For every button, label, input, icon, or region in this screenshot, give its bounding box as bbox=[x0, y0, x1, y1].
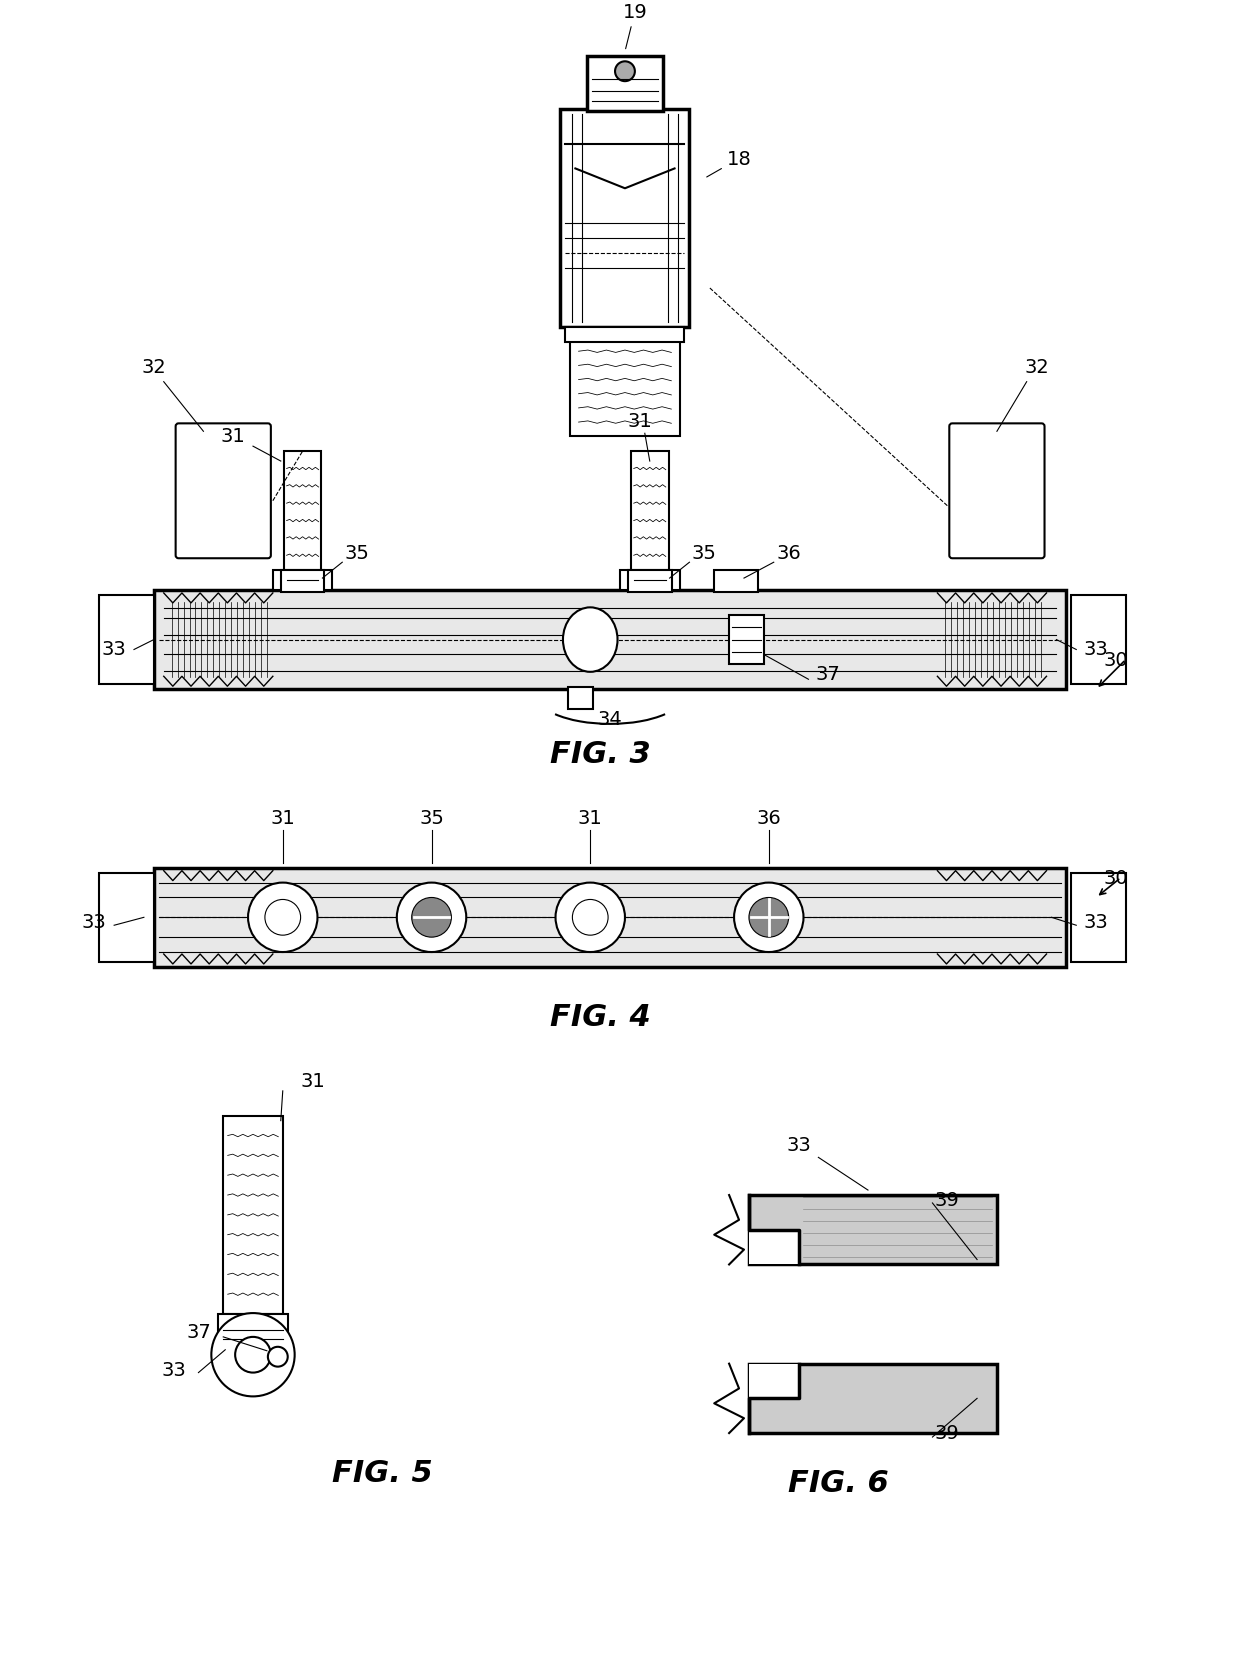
Bar bbox=[1071, 874, 1126, 962]
Text: FIG. 4: FIG. 4 bbox=[549, 1002, 651, 1032]
Bar bbox=[729, 616, 764, 666]
Text: 30: 30 bbox=[1104, 869, 1128, 887]
Bar bbox=[1071, 596, 1126, 686]
Circle shape bbox=[556, 884, 625, 952]
Text: 19: 19 bbox=[622, 3, 647, 50]
Bar bbox=[631, 453, 668, 591]
Bar bbox=[749, 1364, 997, 1433]
Text: 33: 33 bbox=[1084, 641, 1109, 659]
Text: 31: 31 bbox=[221, 428, 246, 446]
Circle shape bbox=[749, 899, 789, 937]
Circle shape bbox=[268, 1346, 288, 1366]
Text: 36: 36 bbox=[756, 809, 781, 827]
FancyBboxPatch shape bbox=[950, 424, 1044, 559]
Text: 34: 34 bbox=[598, 709, 622, 729]
Circle shape bbox=[248, 884, 317, 952]
Circle shape bbox=[397, 884, 466, 952]
Text: FIG. 5: FIG. 5 bbox=[331, 1458, 433, 1488]
Text: 39: 39 bbox=[935, 1423, 960, 1443]
Bar bbox=[620, 571, 680, 591]
Text: 37: 37 bbox=[186, 1323, 211, 1341]
Bar bbox=[273, 571, 332, 591]
Bar bbox=[280, 571, 325, 592]
Text: 32: 32 bbox=[1024, 358, 1049, 376]
Bar bbox=[565, 328, 684, 343]
Bar bbox=[154, 591, 1066, 691]
Bar bbox=[284, 453, 321, 591]
Text: 31: 31 bbox=[627, 413, 652, 431]
Text: 31: 31 bbox=[270, 809, 295, 827]
Bar bbox=[749, 1195, 997, 1265]
Bar bbox=[560, 110, 689, 328]
Text: 33: 33 bbox=[161, 1359, 186, 1379]
Text: 35: 35 bbox=[345, 544, 370, 562]
Circle shape bbox=[265, 900, 300, 935]
FancyBboxPatch shape bbox=[176, 424, 270, 559]
Text: 36: 36 bbox=[776, 544, 801, 562]
Text: 18: 18 bbox=[707, 150, 751, 178]
Text: 35: 35 bbox=[692, 544, 717, 562]
Text: 35: 35 bbox=[419, 809, 444, 827]
Circle shape bbox=[734, 884, 804, 952]
Circle shape bbox=[211, 1313, 295, 1396]
Bar bbox=[749, 1364, 799, 1398]
Text: 31: 31 bbox=[578, 809, 603, 827]
Text: FIG. 3: FIG. 3 bbox=[549, 740, 651, 769]
Text: 33: 33 bbox=[786, 1137, 811, 1155]
Text: 31: 31 bbox=[300, 1072, 325, 1090]
Text: 32: 32 bbox=[141, 358, 166, 376]
Bar bbox=[568, 687, 593, 709]
Bar bbox=[714, 571, 758, 592]
Text: 33: 33 bbox=[102, 641, 126, 659]
Text: FIG. 6: FIG. 6 bbox=[787, 1468, 889, 1498]
Circle shape bbox=[412, 899, 451, 937]
Bar bbox=[223, 1117, 283, 1315]
Text: 39: 39 bbox=[935, 1190, 960, 1210]
Circle shape bbox=[236, 1338, 270, 1373]
Bar bbox=[627, 571, 672, 592]
Circle shape bbox=[573, 900, 608, 935]
Bar bbox=[154, 869, 1066, 967]
Bar bbox=[218, 1315, 288, 1346]
Bar bbox=[99, 596, 154, 686]
Text: 37: 37 bbox=[816, 666, 841, 684]
Ellipse shape bbox=[563, 607, 618, 672]
Text: 33: 33 bbox=[82, 912, 107, 932]
Circle shape bbox=[615, 62, 635, 82]
Bar bbox=[99, 874, 154, 962]
Bar bbox=[587, 57, 663, 111]
Text: 33: 33 bbox=[1084, 912, 1109, 932]
Bar bbox=[749, 1230, 799, 1265]
Text: 30: 30 bbox=[1104, 651, 1128, 669]
Bar bbox=[570, 338, 680, 438]
